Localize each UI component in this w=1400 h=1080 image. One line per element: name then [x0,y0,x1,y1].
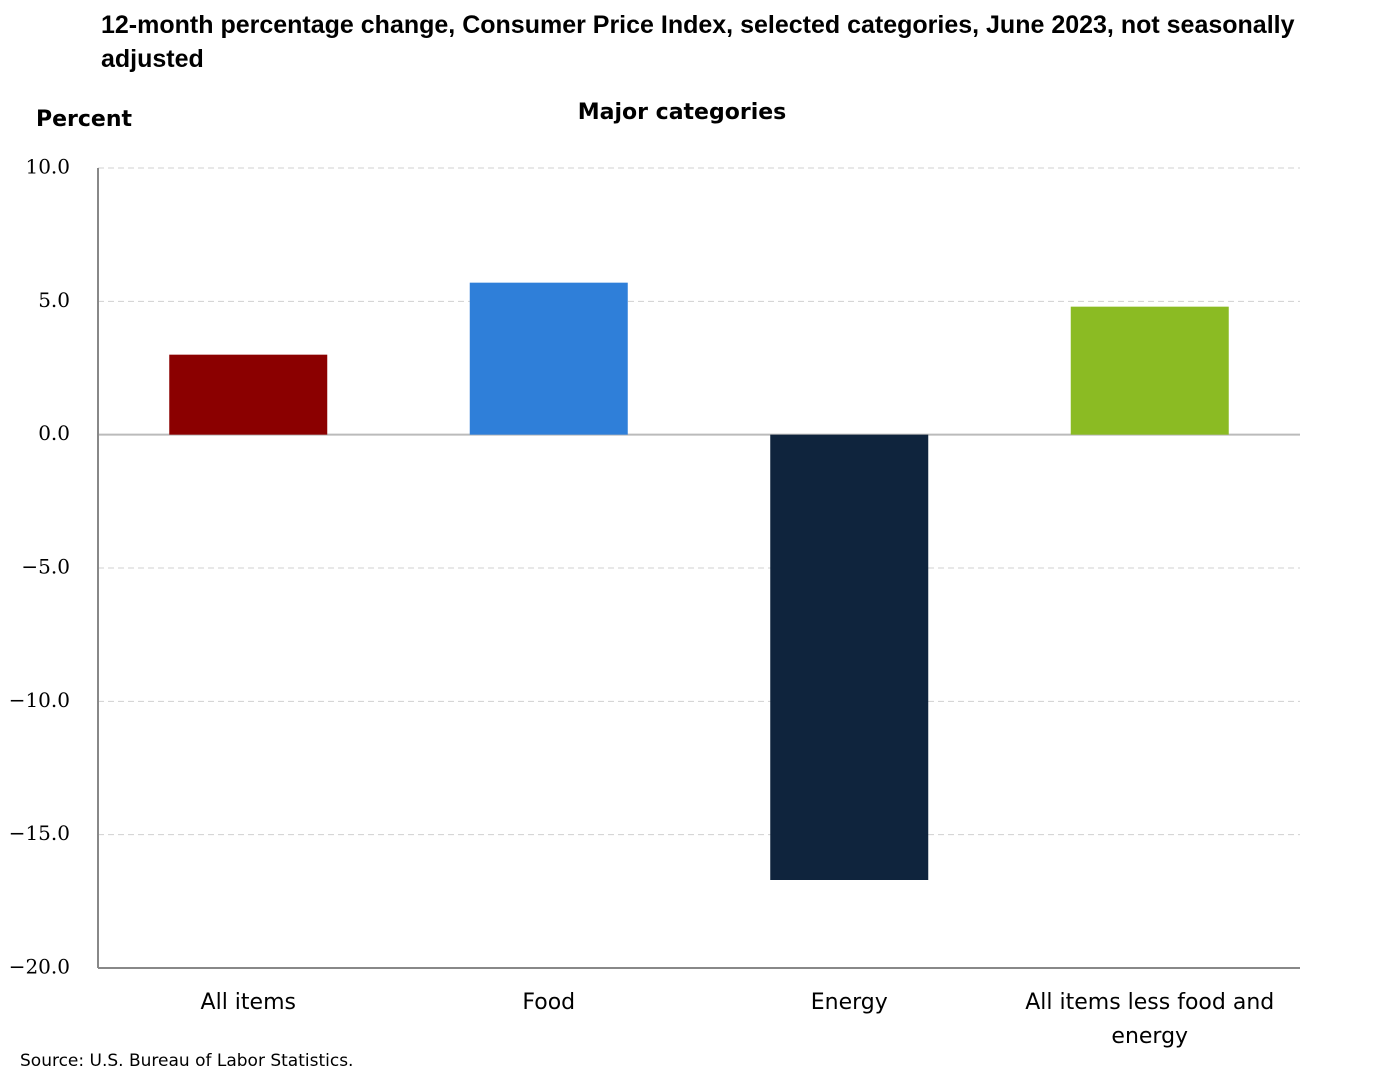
x-tick-label: All items less food and energy [1025,990,1275,1049]
y-tick-label: −10.0 [9,688,70,712]
y-tick-label: −15.0 [9,821,70,845]
y-tick-label: 5.0 [38,288,70,312]
bar [469,282,628,435]
bar [770,434,929,880]
source: Source: U.S. Bureau of Labor Statistics. [20,1051,353,1071]
x-tick-label: Food [522,990,576,1015]
y-tick-label: 10.0 [25,155,70,179]
y-axis-label: Percent [36,107,133,132]
x-tick-label: All items [200,990,296,1015]
subtitle: Major categories [578,100,787,125]
y-tick-label: 0.0 [38,421,70,445]
x-tick-label: Energy [810,990,888,1015]
y-tick-label: −20.0 [9,955,70,979]
bar [1070,306,1229,435]
bar [169,354,328,435]
chart-title: 12-month percentage change, Consumer Pri… [101,11,1295,73]
y-tick-label: −5.0 [21,555,70,579]
